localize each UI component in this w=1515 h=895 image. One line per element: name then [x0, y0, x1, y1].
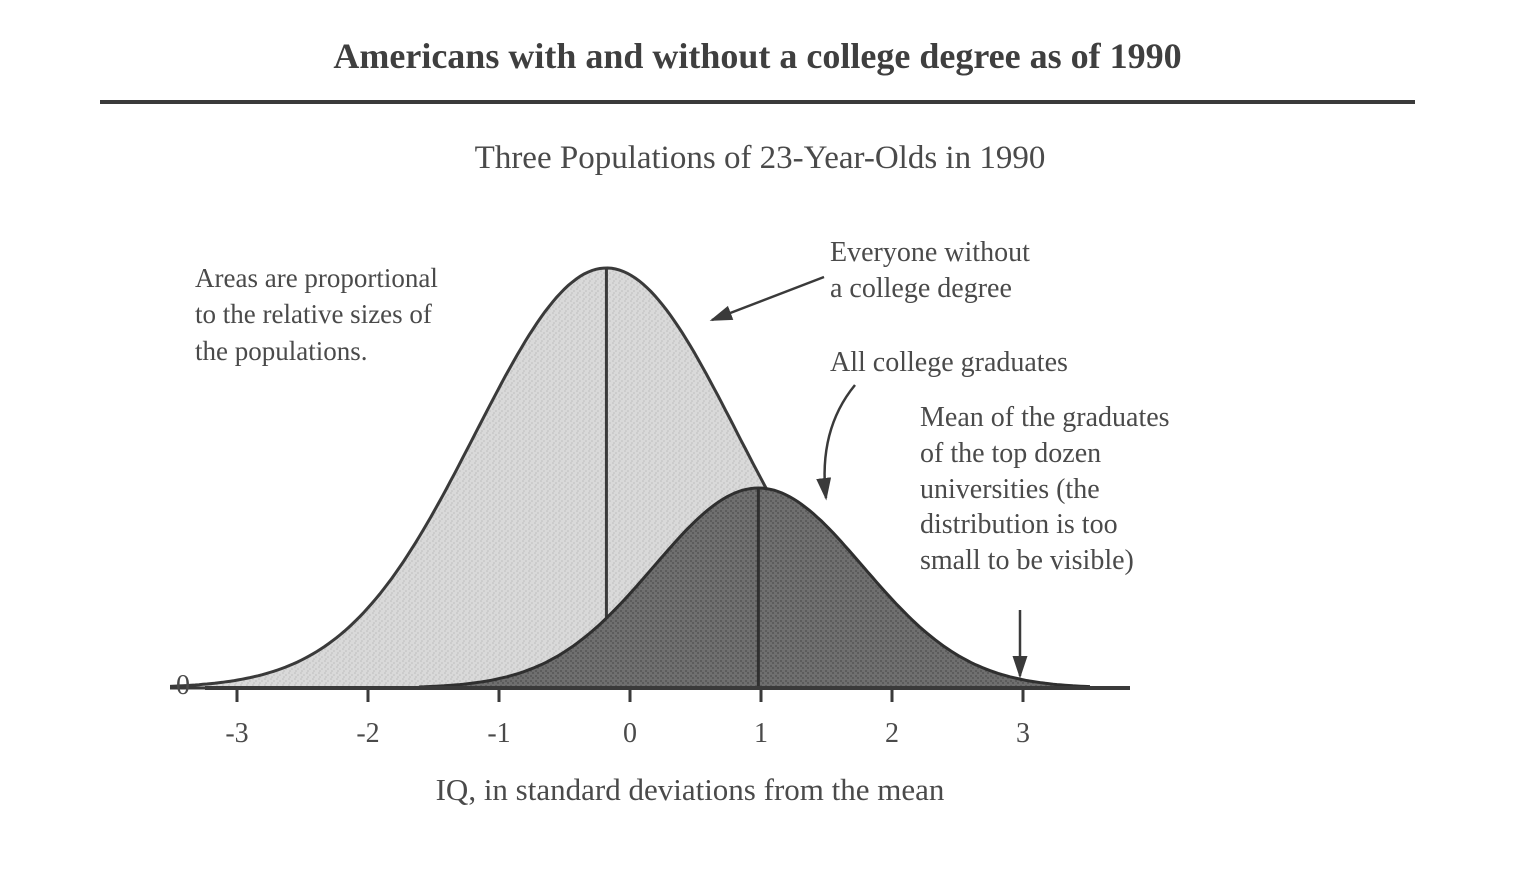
x-tick-label: -3: [207, 718, 267, 750]
plot-svg: [0, 0, 1515, 895]
x-tick-label: 2: [862, 718, 922, 750]
x-tick-label: -1: [469, 718, 529, 750]
y-tick-zero: 0: [150, 670, 190, 702]
x-tick-label: 1: [731, 718, 791, 750]
x-axis-label: IQ, in standard deviations from the mean: [300, 772, 1080, 808]
chart-page: { "canvas": { "width": 1515, "height": 8…: [0, 0, 1515, 895]
x-tick-label: 0: [600, 718, 660, 750]
x-tick-label: 3: [993, 718, 1053, 750]
x-tick-label: -2: [338, 718, 398, 750]
